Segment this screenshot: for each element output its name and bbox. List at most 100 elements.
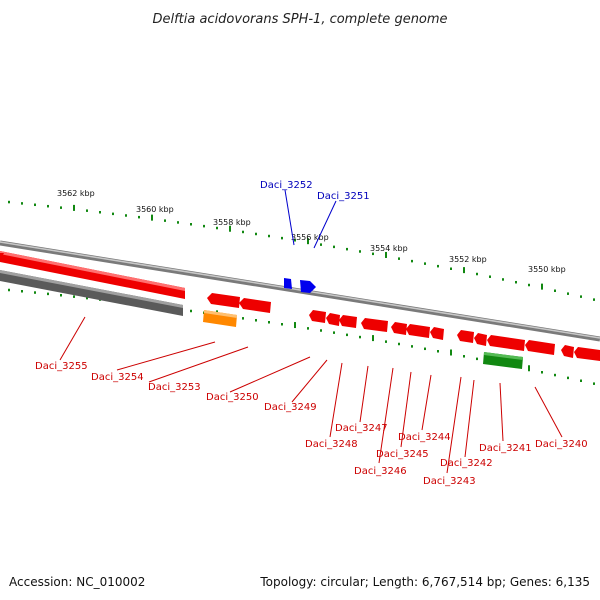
minor-tick [593, 298, 595, 301]
kbp-label: 3554 kbp [370, 244, 408, 253]
gene-daci-3247[interactable] [361, 318, 388, 332]
major-tick [541, 283, 543, 290]
minor-tick [346, 333, 348, 337]
gene-daci-3240-b[interactable] [561, 345, 574, 358]
minor-tick [21, 202, 23, 205]
minor-tick [463, 355, 465, 358]
gene-label-daci-3244: Daci_3244 [398, 432, 451, 443]
gene-daci-3248[interactable] [339, 315, 357, 328]
gene-daci-3253[interactable] [239, 298, 271, 313]
minor-tick [424, 347, 426, 351]
gene-label-daci-3246: Daci_3246 [354, 466, 407, 477]
gene-daci-3245[interactable] [406, 324, 430, 338]
minor-tick [216, 226, 218, 230]
minor-tick [359, 250, 361, 253]
minor-tick [112, 212, 114, 216]
gene-label-daci-3240: Daci_3240 [535, 439, 588, 450]
minor-tick [268, 234, 270, 238]
gene-label-daci-3255: Daci_3255 [35, 361, 88, 372]
gene-daci-3240-a[interactable] [525, 340, 555, 355]
gene-label-daci-3241: Daci_3241 [479, 443, 532, 454]
outer-tick-ring [8, 200, 595, 301]
minor-tick [255, 232, 257, 236]
minor-tick [138, 215, 140, 219]
minor-tick [567, 376, 569, 380]
major-tick [229, 225, 231, 232]
major-tick [372, 335, 374, 342]
forward-genes [0, 251, 185, 316]
gene-label-daci-3245: Daci_3245 [376, 449, 429, 460]
minor-tick [346, 247, 348, 251]
genome-backbone-highlight [0, 241, 600, 339]
gene-daci-3246[interactable] [391, 322, 407, 335]
major-tick [528, 365, 530, 372]
major-tick [385, 251, 387, 258]
minor-tick [255, 319, 257, 322]
gene-daci-3249[interactable] [326, 313, 340, 326]
gene-label-daci-3250: Daci_3250 [206, 392, 259, 403]
minor-tick [437, 264, 439, 268]
major-tick [294, 322, 296, 329]
minor-tick [411, 345, 413, 348]
minor-tick [385, 340, 387, 343]
kbp-label: 3562 kbp [57, 189, 95, 198]
gene-daci-3252[interactable] [284, 278, 292, 289]
gene-daci-3240-c[interactable] [574, 347, 600, 361]
minor-tick [21, 290, 23, 293]
minor-tick [307, 327, 309, 330]
minor-tick [86, 209, 88, 212]
gene-left-edge[interactable] [0, 253, 4, 260]
minor-tick [424, 262, 426, 265]
minor-tick [333, 331, 335, 334]
genome-summary-text: Topology: circular; Length: 6,767,514 bp… [259, 575, 590, 589]
gene-daci-3251[interactable] [300, 280, 316, 293]
gene-shine [484, 352, 523, 360]
minor-tick [320, 243, 322, 246]
minor-tick [476, 272, 478, 276]
gene-daci-3241[interactable] [487, 335, 525, 351]
minor-tick [437, 350, 439, 353]
gene-daci-3244[interactable] [430, 327, 444, 340]
minor-tick [242, 230, 244, 234]
minor-tick [190, 223, 192, 226]
minor-tick [99, 210, 101, 214]
kbp-scale: 3562 kbp 3560 kbp 3558 kbp 3556 kbp 3554… [57, 189, 566, 274]
kbp-label: 3552 kbp [449, 255, 487, 264]
minor-tick [411, 259, 413, 263]
minor-tick [47, 292, 49, 296]
gene-daci-3243[interactable] [457, 330, 474, 343]
gene-label-daci-3253: Daci_3253 [148, 382, 201, 393]
minor-tick [554, 289, 556, 293]
minor-tick [47, 204, 49, 208]
minor-tick [8, 288, 10, 292]
minor-tick [34, 203, 36, 207]
minor-tick [281, 236, 283, 240]
minor-tick [242, 317, 244, 320]
gene-shine [0, 251, 185, 291]
minor-tick [190, 309, 192, 313]
gene-label-daci-3251: Daci_3251 [317, 191, 370, 202]
kbp-label: 3556 kbp [291, 233, 329, 242]
minor-tick [177, 221, 179, 224]
major-tick [151, 214, 153, 221]
gene-label-daci-3242: Daci_3242 [440, 458, 493, 469]
gene-shine [0, 270, 183, 308]
gene-label-daci-3252: Daci_3252 [260, 180, 313, 191]
kbp-label: 3550 kbp [528, 265, 566, 274]
reverse-genes [0, 253, 600, 369]
gene-daci-3242[interactable] [474, 333, 487, 346]
minor-tick [398, 257, 400, 260]
gene-shine [204, 310, 237, 318]
gene-daci-3250[interactable] [309, 310, 326, 323]
minor-tick [593, 382, 595, 385]
minor-tick [567, 292, 569, 295]
minor-tick [86, 296, 88, 300]
top-leader-lines [284, 189, 337, 249]
major-tick [450, 349, 452, 356]
minor-tick [34, 291, 36, 294]
map-title: Delftia acidovorans SPH-1, complete geno… [152, 12, 447, 27]
gene-label-daci-3249: Daci_3249 [264, 402, 317, 413]
gene-daci-3254[interactable] [207, 293, 240, 308]
minor-tick [580, 295, 582, 298]
